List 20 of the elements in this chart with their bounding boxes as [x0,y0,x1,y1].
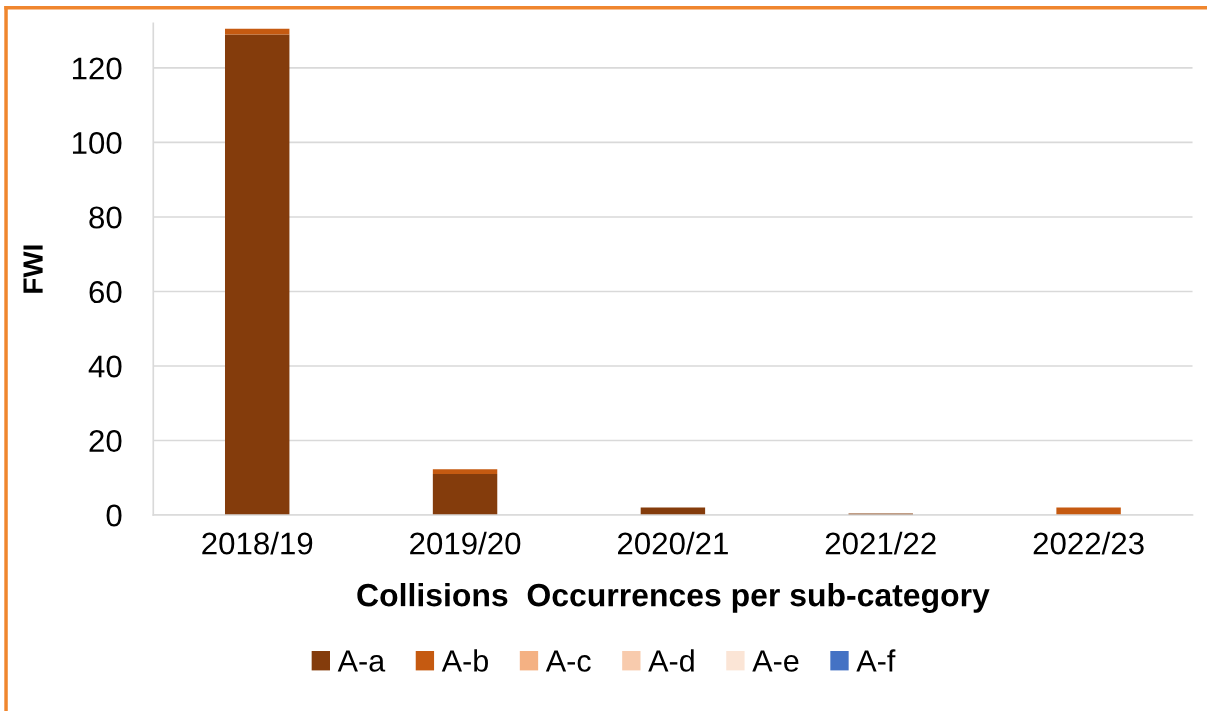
legend-label: A-a [337,650,386,672]
legend-label: A-b [441,649,488,672]
legend-label: A-c [545,650,591,672]
legend-label: A-d [648,649,694,672]
x-tick-label: 2019/20 [410,531,521,555]
y-tick-label: 60 [89,280,122,304]
legend-label: A-e [752,650,799,672]
x-tick-label: 2020/21 [618,531,728,555]
y-tick-label: 100 [72,131,122,155]
y-tick-label: 40 [88,355,122,378]
y-tick-label: 20 [89,429,122,453]
x-tick-label: 2018/19 [202,531,313,555]
x-tick-label: 2022/23 [1033,531,1144,555]
x-tick-label: 2021/22 [825,531,936,555]
y-axis-title: FWI [23,245,43,293]
legend-label: A-f [856,649,896,672]
y-tick-label: 120 [72,57,122,80]
y-tick-label: 80 [89,206,122,229]
y-tick-label: 0 [106,504,122,527]
x-axis-title: Collisions Occurrences per sub-category [357,583,990,613]
